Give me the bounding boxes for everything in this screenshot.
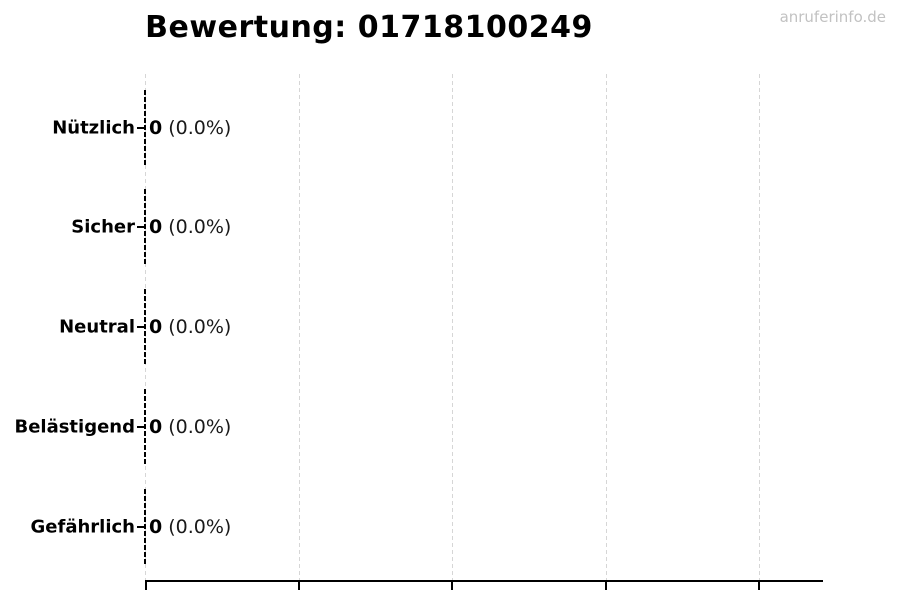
bar-count: 0 xyxy=(149,316,163,338)
bar-percent: (0.0%) xyxy=(168,416,232,438)
gridline xyxy=(606,74,607,581)
category-label: Neutral xyxy=(59,316,135,338)
gridline xyxy=(452,74,453,581)
bar-percent: (0.0%) xyxy=(168,316,232,338)
x-axis-tick xyxy=(145,582,147,590)
zero-value-bar xyxy=(144,90,146,166)
gridline xyxy=(299,74,300,581)
bar-value-label: 0 (0.0%) xyxy=(149,316,231,338)
bar-percent: (0.0%) xyxy=(168,516,232,538)
bar-percent: (0.0%) xyxy=(168,216,232,238)
bar-value-label: 0 (0.0%) xyxy=(149,117,231,139)
zero-value-bar xyxy=(144,489,146,565)
zero-value-bar xyxy=(144,289,146,365)
bar-percent: (0.0%) xyxy=(168,117,232,139)
bar-count: 0 xyxy=(149,216,163,238)
y-axis-tick xyxy=(137,526,145,528)
category-label: Sicher xyxy=(71,216,135,238)
category-label: Belästigend xyxy=(14,416,135,438)
x-axis-tick xyxy=(451,582,453,590)
bar-count: 0 xyxy=(149,117,163,139)
y-axis-tick xyxy=(137,326,145,328)
watermark-text: anruferinfo.de xyxy=(779,8,886,26)
x-axis-tick xyxy=(605,582,607,590)
category-label: Nützlich xyxy=(52,117,135,139)
y-axis-tick xyxy=(137,426,145,428)
x-axis-line xyxy=(145,580,823,582)
category-label: Gefährlich xyxy=(30,516,135,538)
gridline xyxy=(759,74,760,581)
bar-count: 0 xyxy=(149,416,163,438)
y-axis-tick xyxy=(137,226,145,228)
bar-count: 0 xyxy=(149,516,163,538)
zero-value-bar xyxy=(144,189,146,265)
x-axis-tick xyxy=(298,582,300,590)
bar-value-label: 0 (0.0%) xyxy=(149,416,231,438)
zero-value-bar xyxy=(144,389,146,465)
x-axis-tick xyxy=(758,582,760,590)
chart-title: Bewertung: 01718100249 xyxy=(145,10,593,45)
bar-value-label: 0 (0.0%) xyxy=(149,216,231,238)
y-axis-tick xyxy=(137,127,145,129)
bar-value-label: 0 (0.0%) xyxy=(149,516,231,538)
